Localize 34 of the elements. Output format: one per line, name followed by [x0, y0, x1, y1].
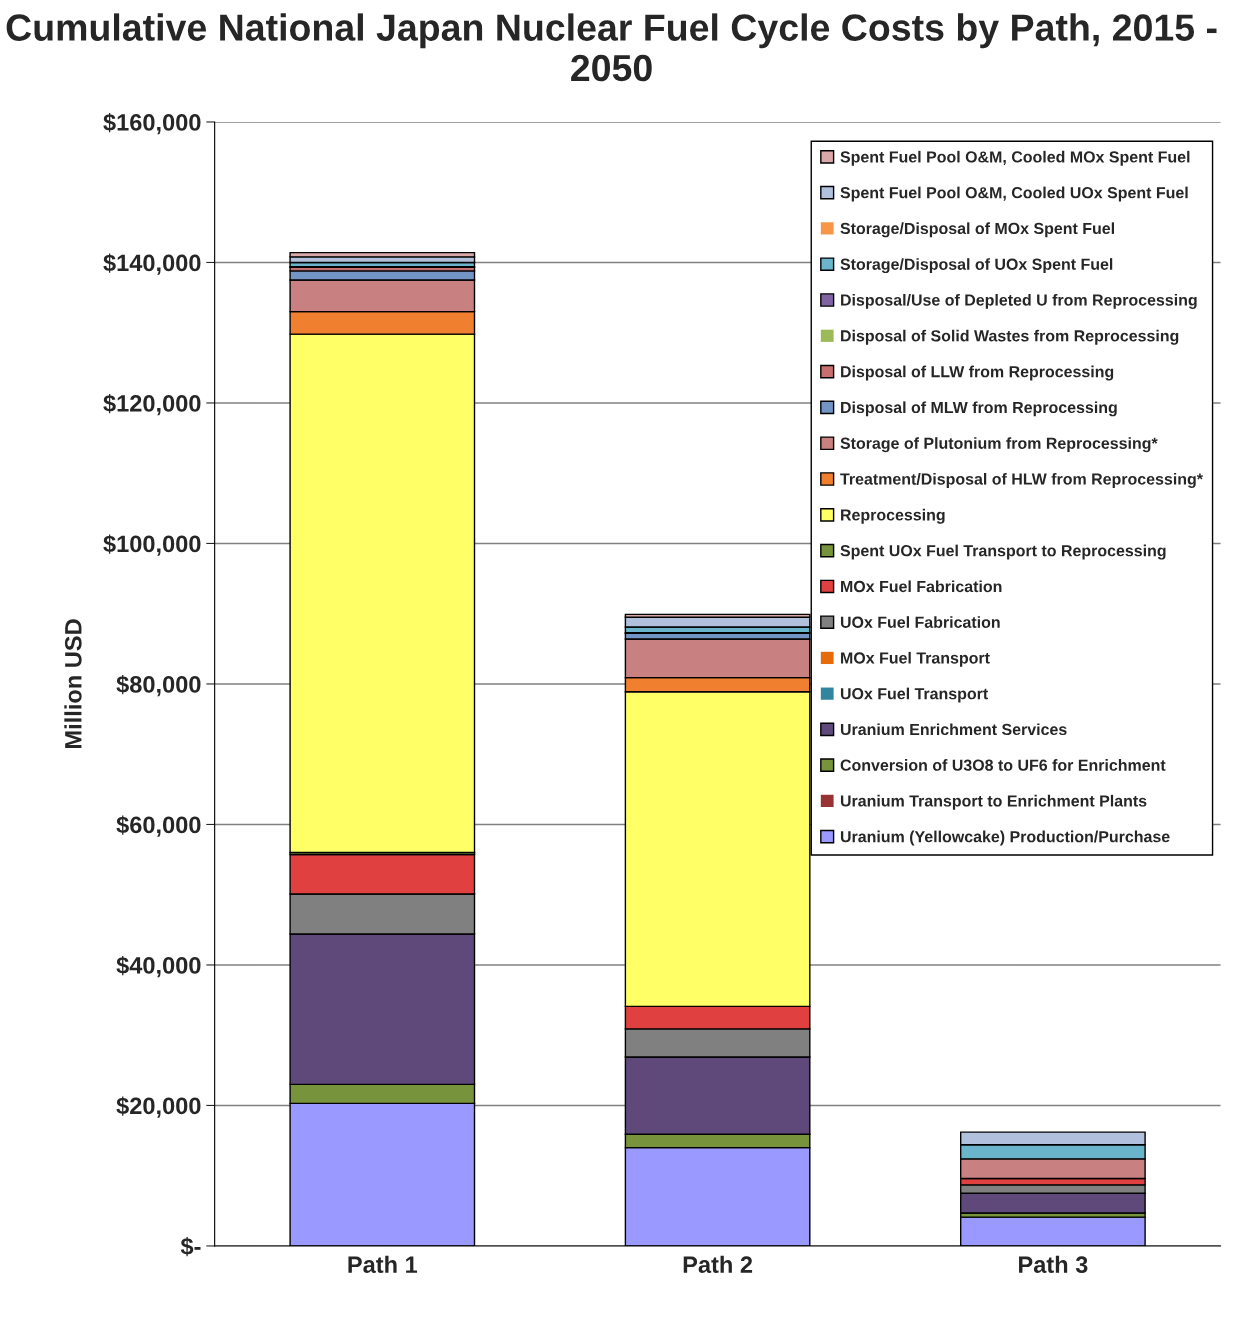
legend-label: Disposal/Use of Depleted U from Reprocessing	[841, 293, 1197, 309]
legend-label: Uranium (Yellowcake) Production/Purchase	[840, 830, 1170, 846]
legend-label: Spent Fuel Pool O&M, Cooled UOx Spent Fuel	[840, 186, 1188, 202]
legend-label: UOx Fuel Fabrication	[840, 616, 1000, 628]
legend-label: Disposal of Solid Wastes from Reprocessing	[841, 329, 1179, 345]
legend-label: MOx Fuel Fabrication	[841, 580, 1002, 593]
legend-label: Spent UOx Fuel Transport to Reprocessing	[840, 544, 1166, 560]
y-tick-label: $80,000	[116, 675, 201, 697]
legend-label: UOx Fuel Transport	[840, 687, 989, 703]
legend-label: Conversion of U3O8 to UF6 for Enrichment	[840, 759, 1166, 771]
y-axis-title: Million USD	[64, 619, 82, 748]
y-tick-label: $40,000	[116, 955, 201, 978]
y-tick-label: $100,000	[103, 534, 201, 556]
chart-title: Cumulative National Japan Nuclear Fuel Cycle Costs by Path, 2015 - 2050	[6, 13, 1217, 82]
legend-label: Spent Fuel Pool O&M, Cooled MOx Spent Fuel	[840, 150, 1190, 166]
legend-label: Uranium Transport to Enrichment Plants	[840, 794, 1147, 810]
y-tick-label: $140,000	[103, 253, 201, 275]
y-tick-label: $60,000	[116, 815, 201, 837]
y-tick-label: $160,000	[103, 113, 201, 135]
x-tick-label: Path 2	[683, 1255, 753, 1274]
legend-label: Storage/Disposal of MOx Spent Fuel	[840, 222, 1114, 238]
legend-label: Reprocessing	[841, 508, 945, 524]
legend-label: Disposal of LLW from Reprocessing	[841, 365, 1114, 381]
x-tick-label: Path 3	[1019, 1255, 1088, 1274]
legend-label: Treatment/Disposal of HLW from Reprocessing*	[840, 473, 1203, 488]
legend-label: Storage of Plutonium from Reprocessing*	[840, 437, 1158, 453]
y-tick-label: $-	[180, 1236, 201, 1257]
legend-label: Uranium Enrichment Services	[840, 723, 1067, 736]
x-tick-label: Path 1	[348, 1255, 418, 1274]
y-tick-label: $20,000	[116, 1096, 201, 1118]
legend-label: MOx Fuel Transport	[841, 651, 990, 667]
legend-label: Disposal of MLW from Reprocessing	[841, 401, 1117, 417]
y-tick-label: $120,000	[103, 394, 201, 416]
legend-label: Storage/Disposal of UOx Spent Fuel	[840, 258, 1113, 274]
